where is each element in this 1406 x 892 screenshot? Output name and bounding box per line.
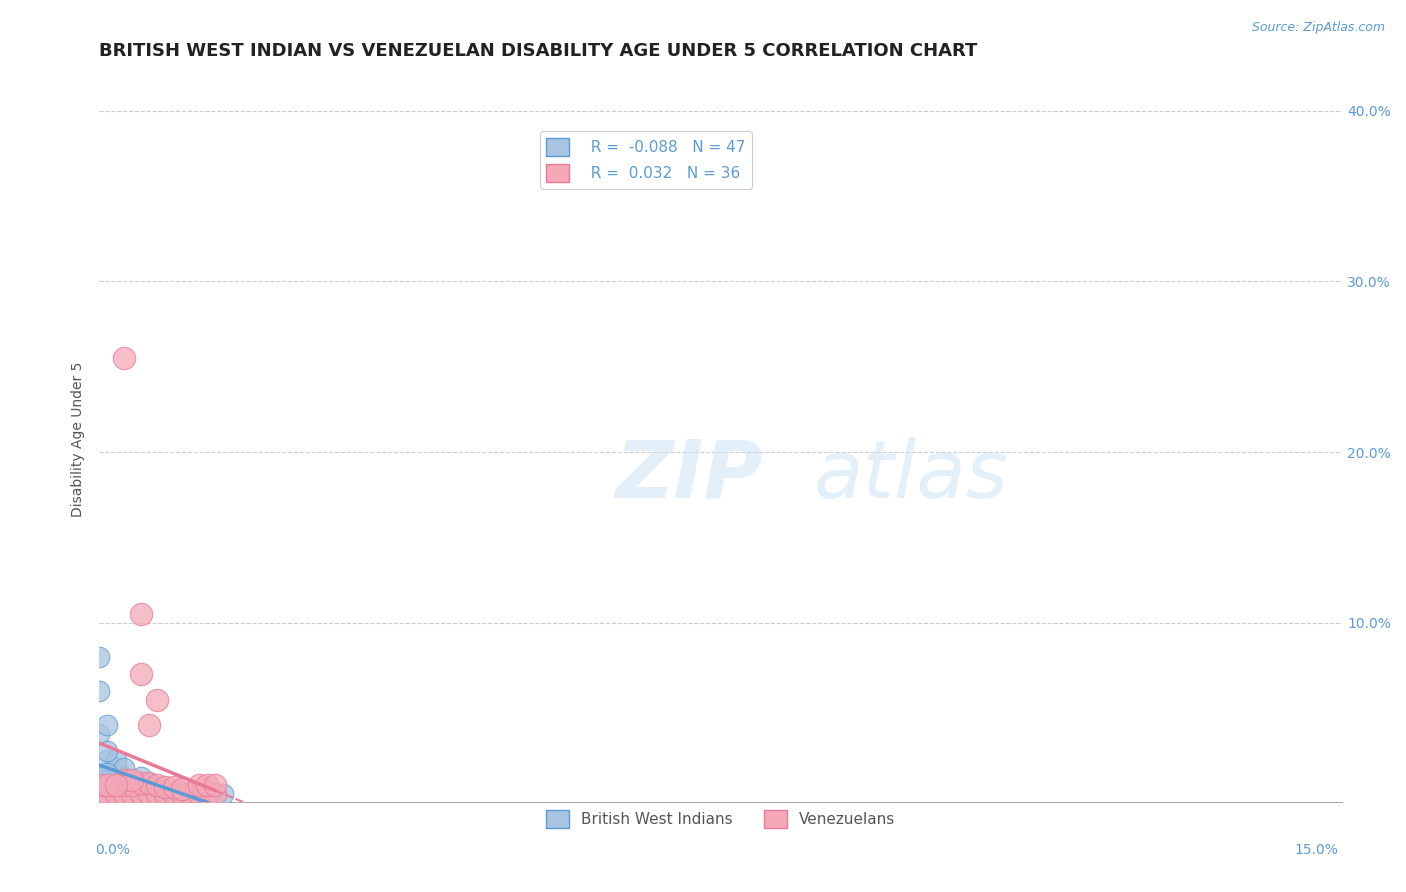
Point xyxy=(112,787,135,801)
Point xyxy=(129,667,152,681)
Point xyxy=(121,778,143,792)
Point xyxy=(104,787,127,801)
Point xyxy=(96,787,118,801)
Point xyxy=(104,773,127,788)
Point xyxy=(121,773,143,788)
Point xyxy=(163,780,186,794)
Point xyxy=(89,650,111,665)
Point xyxy=(112,770,135,784)
Y-axis label: Disability Age Under 5: Disability Age Under 5 xyxy=(72,362,86,517)
Point xyxy=(89,778,111,792)
Point xyxy=(138,718,160,732)
Point xyxy=(187,778,209,792)
Point xyxy=(96,744,118,758)
Point xyxy=(155,781,177,796)
Point xyxy=(96,766,118,780)
Text: 15.0%: 15.0% xyxy=(1295,843,1339,857)
Point xyxy=(112,773,135,788)
Point xyxy=(187,787,209,801)
Point xyxy=(112,787,135,801)
Point xyxy=(204,787,226,801)
Point xyxy=(146,778,169,792)
Point xyxy=(112,778,135,792)
Point xyxy=(163,787,186,801)
Point xyxy=(170,787,193,801)
Point xyxy=(89,778,111,792)
Point xyxy=(96,781,118,796)
Point xyxy=(129,787,152,801)
Point xyxy=(187,787,209,801)
Point xyxy=(89,787,111,801)
Point xyxy=(170,787,193,801)
Point xyxy=(112,761,135,775)
Text: Source: ZipAtlas.com: Source: ZipAtlas.com xyxy=(1251,21,1385,34)
Point xyxy=(89,787,111,801)
Point xyxy=(138,776,160,790)
Point xyxy=(170,781,193,796)
Point xyxy=(146,787,169,801)
Point xyxy=(129,787,152,801)
Point xyxy=(146,787,169,801)
Point xyxy=(179,785,201,799)
Point xyxy=(104,778,127,792)
Point xyxy=(204,778,226,792)
Point xyxy=(138,776,160,790)
Point xyxy=(129,770,152,784)
Point xyxy=(104,787,127,801)
Point xyxy=(129,607,152,622)
Point xyxy=(96,778,118,792)
Point xyxy=(96,753,118,767)
Text: atlas: atlas xyxy=(814,437,1008,515)
Point xyxy=(146,693,169,707)
Point xyxy=(96,787,118,801)
Point xyxy=(89,773,111,788)
Point xyxy=(104,761,127,775)
Point xyxy=(89,770,111,784)
Point xyxy=(195,787,218,801)
Point xyxy=(112,351,135,366)
Legend: British West Indians, Venezuelans: British West Indians, Venezuelans xyxy=(540,804,901,835)
Point xyxy=(121,787,143,801)
Point xyxy=(204,787,226,801)
Point xyxy=(129,781,152,796)
Text: BRITISH WEST INDIAN VS VENEZUELAN DISABILITY AGE UNDER 5 CORRELATION CHART: BRITISH WEST INDIAN VS VENEZUELAN DISABI… xyxy=(100,42,977,60)
Point xyxy=(179,787,201,801)
Point xyxy=(121,787,143,801)
Point xyxy=(112,781,135,796)
Point xyxy=(96,778,118,792)
Point xyxy=(89,781,111,796)
Point xyxy=(155,787,177,801)
Point xyxy=(138,787,160,801)
Point xyxy=(112,778,135,792)
Point xyxy=(195,778,218,792)
Point xyxy=(138,787,160,801)
Point xyxy=(170,785,193,799)
Point xyxy=(121,773,143,788)
Text: 0.0%: 0.0% xyxy=(96,843,131,857)
Point xyxy=(129,776,152,790)
Text: ZIP: ZIP xyxy=(614,437,762,515)
Point xyxy=(96,718,118,732)
Point xyxy=(121,778,143,792)
Point xyxy=(163,783,186,797)
Point xyxy=(146,780,169,794)
Point xyxy=(195,787,218,801)
Point xyxy=(89,684,111,698)
Point xyxy=(104,753,127,767)
Point xyxy=(179,787,201,801)
Point xyxy=(163,787,186,801)
Point xyxy=(155,787,177,801)
Point xyxy=(212,787,235,801)
Point xyxy=(89,727,111,741)
Point xyxy=(155,780,177,794)
Point xyxy=(104,781,127,796)
